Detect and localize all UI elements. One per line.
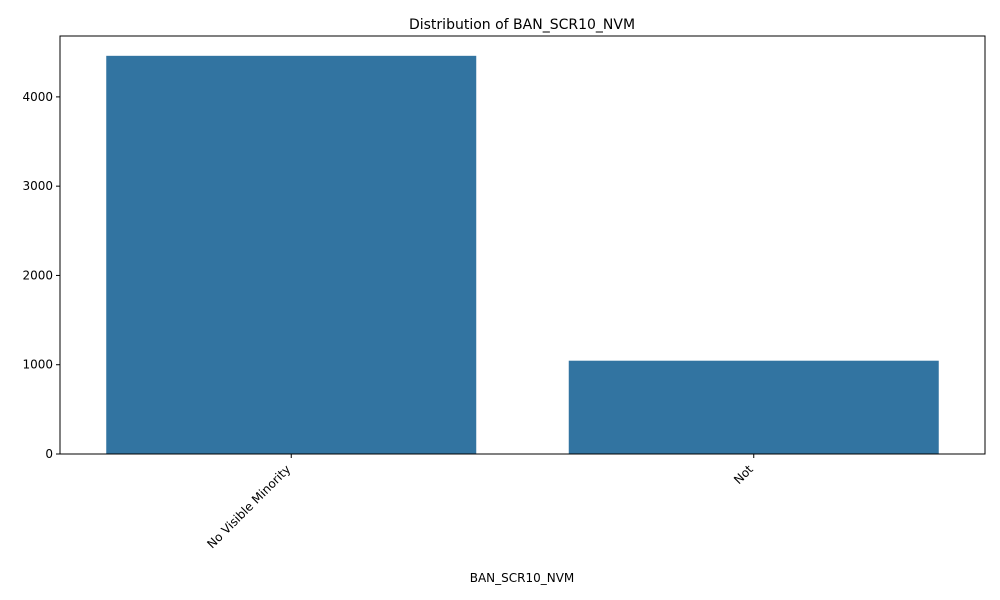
x-axis-label: BAN_SCR10_NVM — [470, 571, 575, 585]
x-tick-label: No Visible Minority — [204, 462, 293, 551]
chart-title: Distribution of BAN_SCR10_NVM — [409, 17, 635, 33]
bar-no-visible-minority — [106, 55, 477, 455]
y-tick-label: 2000 — [22, 268, 53, 282]
y-tick-label: 0 — [45, 447, 53, 461]
plot-frame — [59, 35, 986, 455]
bar-not — [568, 360, 939, 454]
y-tick-label: 1000 — [22, 358, 53, 372]
y-tick-label: 3000 — [22, 179, 53, 193]
x-axis: No Visible Minority Not — [204, 454, 756, 551]
y-tick-label: 4000 — [22, 90, 53, 104]
y-axis: 0 1000 2000 3000 4000 — [22, 90, 60, 461]
x-tick-label: Not — [731, 462, 756, 487]
plot-area — [59, 35, 986, 455]
